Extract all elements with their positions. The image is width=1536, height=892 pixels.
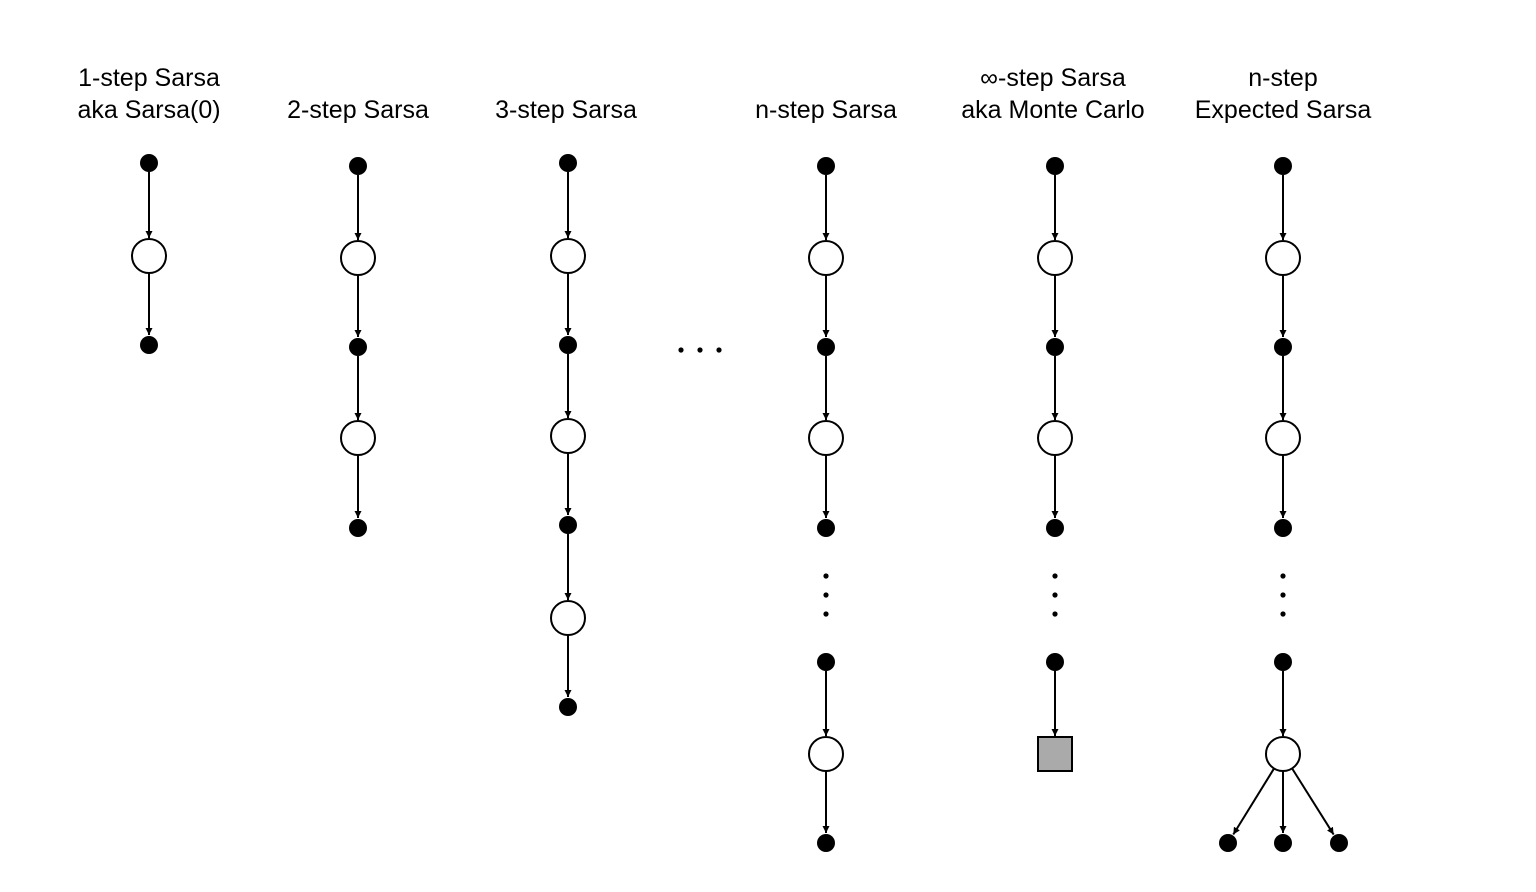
ellipsis-dot — [1280, 592, 1286, 598]
action-node — [808, 736, 844, 772]
action-node — [808, 420, 844, 456]
state-node — [1219, 834, 1237, 852]
action-node — [1037, 240, 1073, 276]
title-line: n-step — [1248, 64, 1318, 92]
state-node — [1046, 653, 1064, 671]
state-node — [817, 653, 835, 671]
state-node — [1046, 519, 1064, 537]
state-node — [1274, 519, 1292, 537]
title-line: 2-step Sarsa — [287, 96, 429, 124]
action-node — [340, 240, 376, 276]
ellipsis-dot — [1052, 611, 1058, 617]
title-line: ∞-step Sarsa — [980, 64, 1126, 92]
action-node — [1265, 240, 1301, 276]
title-1-step-sarsa: 1-step Sarsa aka Sarsa(0) — [29, 62, 269, 126]
ellipsis-dot — [823, 592, 829, 598]
title-3-step-sarsa: 3-step Sarsa — [446, 94, 686, 126]
state-node — [1046, 338, 1064, 356]
transition-arrow — [1291, 767, 1335, 836]
title-n-step-sarsa: n-step Sarsa — [706, 94, 946, 126]
transition-arrow — [1232, 767, 1275, 836]
title-line: Expected Sarsa — [1194, 96, 1372, 124]
ellipsis-dot — [1280, 611, 1286, 617]
state-node — [1330, 834, 1348, 852]
state-node — [559, 154, 577, 172]
state-node — [817, 834, 835, 852]
state-node — [1274, 834, 1292, 852]
title-2-step-sarsa: 2-step Sarsa — [238, 94, 478, 126]
title-line: n-step Sarsa — [755, 96, 897, 124]
state-node — [349, 157, 367, 175]
state-node — [1274, 338, 1292, 356]
action-node — [550, 238, 586, 274]
title-line: aka Monte Carlo — [961, 96, 1145, 124]
action-node — [808, 240, 844, 276]
ellipsis-dot — [823, 611, 829, 617]
title-line: 3-step Sarsa — [495, 96, 637, 124]
ellipsis-dot — [1280, 573, 1286, 579]
action-node — [1037, 420, 1073, 456]
state-node — [559, 698, 577, 716]
ellipsis-dot — [1052, 573, 1058, 579]
state-node — [1274, 157, 1292, 175]
state-node — [817, 519, 835, 537]
ellipsis-dot — [697, 347, 703, 353]
state-node — [1046, 157, 1064, 175]
ellipsis-dot — [716, 347, 722, 353]
title-line: aka Sarsa(0) — [77, 96, 221, 124]
title-n-step-expected-sarsa: n-step Expected Sarsa — [1163, 62, 1403, 126]
state-node — [140, 336, 158, 354]
state-node — [349, 338, 367, 356]
state-node — [140, 154, 158, 172]
action-node — [340, 420, 376, 456]
state-node — [559, 336, 577, 354]
state-node — [349, 519, 367, 537]
state-node — [1274, 653, 1292, 671]
action-node — [131, 238, 167, 274]
action-node — [1265, 420, 1301, 456]
state-node — [817, 157, 835, 175]
action-node — [1265, 736, 1301, 772]
state-node — [817, 338, 835, 356]
action-node — [550, 418, 586, 454]
terminal-node — [1037, 736, 1073, 772]
action-node — [550, 600, 586, 636]
title-line: 1-step Sarsa — [78, 64, 220, 92]
state-node — [559, 516, 577, 534]
title-inf-step-sarsa: ∞-step Sarsa aka Monte Carlo — [933, 62, 1173, 126]
ellipsis-dot — [1052, 592, 1058, 598]
ellipsis-dot — [823, 573, 829, 579]
ellipsis-dot — [678, 347, 684, 353]
